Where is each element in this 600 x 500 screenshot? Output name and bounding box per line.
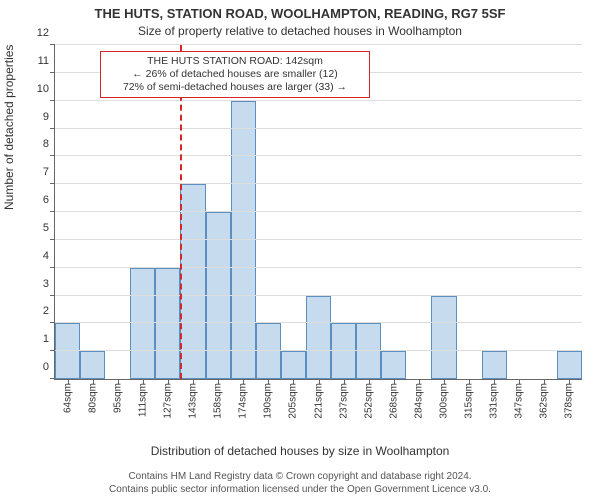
gridline (55, 322, 582, 323)
y-tick-mark (50, 350, 55, 351)
x-tick-label: 95sqm (112, 379, 123, 413)
annotation-line: ← 26% of detached houses are smaller (12… (107, 68, 363, 81)
y-tick-label: 12 (37, 27, 55, 39)
y-tick-label: 7 (43, 166, 55, 178)
x-tick-label: 331sqm (489, 379, 500, 419)
annotation-line: 72% of semi-detached houses are larger (… (107, 81, 363, 94)
gridline (55, 100, 582, 101)
y-tick-mark (50, 378, 55, 379)
y-tick-mark (50, 322, 55, 323)
y-tick-label: 8 (43, 138, 55, 150)
bar (482, 351, 507, 379)
y-axis-label: Number of detached properties (2, 45, 16, 210)
y-tick-label: 4 (43, 250, 55, 262)
x-tick-label: 190sqm (263, 379, 274, 419)
gridline (55, 211, 582, 212)
footer-text: Contains HM Land Registry data © Crown c… (0, 471, 600, 496)
y-tick-label: 1 (43, 333, 55, 345)
x-tick-label: 237sqm (338, 379, 349, 419)
x-tick-label: 221sqm (313, 379, 324, 419)
gridline (55, 239, 582, 240)
y-tick-mark (50, 183, 55, 184)
bar (356, 323, 381, 379)
x-tick-label: 252sqm (363, 379, 374, 419)
y-tick-mark (50, 72, 55, 73)
page-title: THE HUTS, STATION ROAD, WOOLHAMPTON, REA… (0, 6, 600, 21)
bar (306, 296, 331, 380)
x-tick-label: 205sqm (288, 379, 299, 419)
x-axis-label: Distribution of detached houses by size … (0, 444, 600, 458)
y-tick-label: 10 (37, 83, 55, 95)
y-tick-label: 11 (38, 55, 55, 67)
bar (557, 351, 582, 379)
x-tick-label: 111sqm (137, 379, 148, 417)
bar (431, 296, 456, 380)
bar (55, 323, 80, 379)
gridline (55, 128, 582, 129)
bar (80, 351, 105, 379)
gridline (55, 295, 582, 296)
y-tick-label: 5 (43, 222, 55, 234)
gridline (55, 183, 582, 184)
gridline (55, 350, 582, 351)
gridline (55, 155, 582, 156)
y-tick-mark (50, 155, 55, 156)
y-tick-label: 6 (43, 194, 55, 206)
x-tick-label: 127sqm (162, 379, 173, 419)
x-tick-label: 268sqm (388, 379, 399, 419)
gridline (55, 44, 582, 45)
plot-area: 012345678910111264sqm80sqm95sqm111sqm127… (54, 45, 582, 380)
x-tick-label: 143sqm (188, 379, 199, 419)
x-tick-label: 315sqm (464, 379, 475, 419)
y-tick-mark (50, 100, 55, 101)
y-tick-mark (50, 295, 55, 296)
page-subtitle: Size of property relative to detached ho… (0, 24, 600, 38)
x-tick-label: 80sqm (87, 379, 98, 413)
footer-line-1: Contains HM Land Registry data © Crown c… (0, 471, 600, 484)
bar (256, 323, 281, 379)
x-tick-label: 284sqm (413, 379, 424, 419)
y-tick-mark (50, 44, 55, 45)
y-tick-mark (50, 211, 55, 212)
x-tick-label: 174sqm (238, 379, 249, 419)
bar (281, 351, 306, 379)
y-tick-label: 3 (43, 278, 55, 290)
y-tick-mark (50, 128, 55, 129)
footer-line-2: Contains public sector information licen… (0, 484, 600, 497)
x-tick-label: 362sqm (539, 379, 550, 419)
annotation-box: THE HUTS STATION ROAD: 142sqm← 26% of de… (100, 51, 370, 98)
x-tick-label: 158sqm (213, 379, 224, 419)
x-tick-label: 300sqm (438, 379, 449, 419)
y-tick-mark (50, 267, 55, 268)
y-tick-label: 9 (43, 111, 55, 123)
y-tick-label: 0 (43, 361, 55, 373)
gridline (55, 267, 582, 268)
x-tick-label: 347sqm (514, 379, 525, 419)
bar (381, 351, 406, 379)
bar (206, 212, 231, 379)
y-tick-label: 2 (43, 305, 55, 317)
chart-container: THE HUTS, STATION ROAD, WOOLHAMPTON, REA… (0, 0, 600, 500)
y-tick-mark (50, 239, 55, 240)
bar (331, 323, 356, 379)
x-tick-label: 64sqm (62, 379, 73, 413)
annotation-line: THE HUTS STATION ROAD: 142sqm (107, 55, 363, 68)
x-tick-label: 378sqm (564, 379, 575, 419)
